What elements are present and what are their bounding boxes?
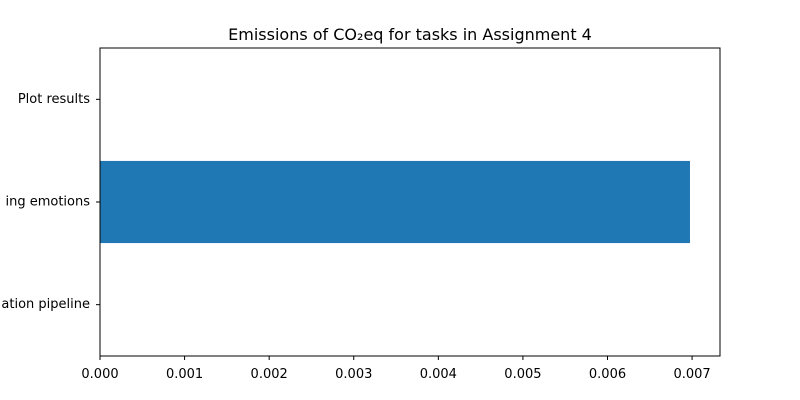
x-axis: 0.000 0.001 0.002 0.003 0.004 0.005 0.006 0.007 (81, 356, 711, 382)
chart-title: Emissions of CO₂eq for tasks in Assignme… (228, 25, 592, 44)
x-tick-label: 0.006 (589, 367, 626, 382)
y-tick-label: ing emotions (5, 195, 90, 210)
x-tick-label: 0.000 (81, 367, 118, 382)
y-tick-label: ation pipeline (1, 297, 90, 312)
x-tick-label: 0.005 (504, 367, 541, 382)
x-tick-label: 0.007 (673, 367, 710, 382)
x-tick-label: 0.002 (251, 367, 288, 382)
y-axis: ation pipeline ing emotions Plot results (1, 92, 100, 312)
y-tick-label: Plot results (18, 92, 90, 107)
bar (100, 160, 690, 244)
x-tick-label: 0.001 (166, 367, 203, 382)
x-tick-label: 0.004 (420, 367, 457, 382)
bars-group (100, 160, 690, 244)
x-tick-label: 0.003 (335, 367, 372, 382)
